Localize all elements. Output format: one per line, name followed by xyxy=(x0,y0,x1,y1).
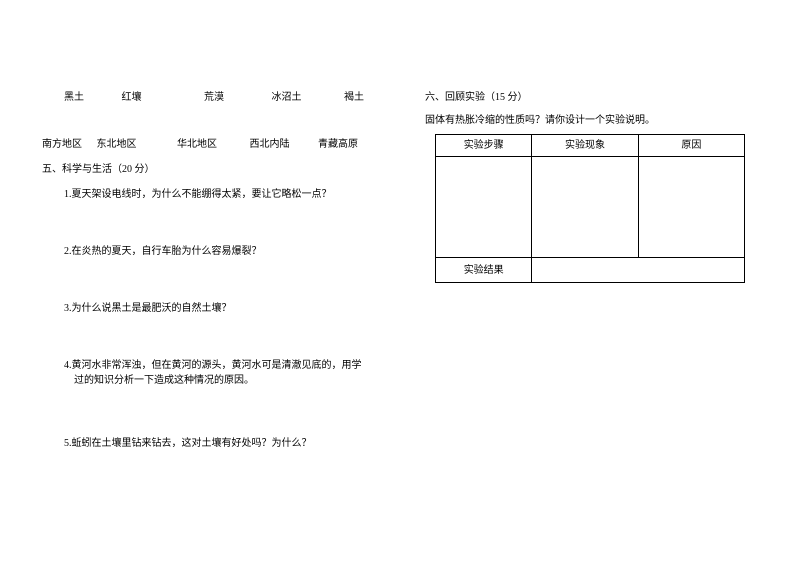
col-header-reason: 原因 xyxy=(638,135,744,157)
region-item: 南方地区 xyxy=(42,137,94,152)
col-header-phenomenon: 实验现象 xyxy=(532,135,638,157)
section-6-title: 六、回顾实验（15 分） xyxy=(425,90,770,105)
soil-item: 荒漠 xyxy=(204,90,269,105)
question-5: 5.蚯蚓在土壤里钻来钻去，这对土壤有好处吗？为什么？ xyxy=(64,436,405,451)
question-3: 3.为什么说黑土是最肥沃的自然土壤？ xyxy=(64,301,405,316)
table-header-row: 实验步骤 实验现象 原因 xyxy=(436,135,745,157)
soil-word-list: 黑土 红壤 荒漠 冰沼土 褐土 xyxy=(64,90,405,105)
soil-item: 红壤 xyxy=(122,90,202,105)
right-column: 六、回顾实验（15 分） 固体有热胀冷缩的性质吗？请你设计一个实验说明。 实验步… xyxy=(405,90,770,563)
region-item: 青藏高原 xyxy=(318,137,358,152)
soil-item: 黑土 xyxy=(64,90,119,105)
question-4-line1: 4.黄河水非常浑浊，但在黄河的源头，黄河水可是清澈见底的，用学 xyxy=(64,358,395,373)
cell-reason xyxy=(638,157,744,258)
table-body-row xyxy=(436,157,745,258)
result-value-cell xyxy=(532,258,745,283)
question-4: 4.黄河水非常浑浊，但在黄河的源头，黄河水可是清澈见底的，用学 过的知识分析一下… xyxy=(64,358,405,388)
experiment-table: 实验步骤 实验现象 原因 实验结果 xyxy=(435,134,745,283)
region-item: 西北内陆 xyxy=(250,137,316,152)
question-4-line2: 过的知识分析一下造成这种情况的原因。 xyxy=(64,373,395,388)
experiment-prompt: 固体有热胀冷缩的性质吗？请你设计一个实验说明。 xyxy=(425,113,770,128)
region-item: 东北地区 xyxy=(97,137,175,152)
question-1: 1.夏天架设电线时，为什么不能绷得太紧，要让它略松一点？ xyxy=(64,187,405,202)
cell-steps xyxy=(436,157,532,258)
table-result-row: 实验结果 xyxy=(436,258,745,283)
col-header-steps: 实验步骤 xyxy=(436,135,532,157)
region-word-list: 南方地区 东北地区 华北地区 西北内陆 青藏高原 xyxy=(42,137,405,152)
soil-item: 冰沼土 xyxy=(272,90,342,105)
page-container: 黑土 红壤 荒漠 冰沼土 褐土 南方地区 东北地区 华北地区 西北内陆 青藏高原… xyxy=(0,0,800,563)
result-label-cell: 实验结果 xyxy=(436,258,532,283)
region-item: 华北地区 xyxy=(177,137,247,152)
section-5-title: 五、科学与生活（20 分） xyxy=(42,162,405,177)
question-2: 2.在炎热的夏天，自行车胎为什么容易爆裂？ xyxy=(64,244,405,259)
soil-item: 褐土 xyxy=(344,90,364,105)
left-column: 黑土 红壤 荒漠 冰沼土 褐土 南方地区 东北地区 华北地区 西北内陆 青藏高原… xyxy=(50,90,405,563)
cell-phenomenon xyxy=(532,157,638,258)
